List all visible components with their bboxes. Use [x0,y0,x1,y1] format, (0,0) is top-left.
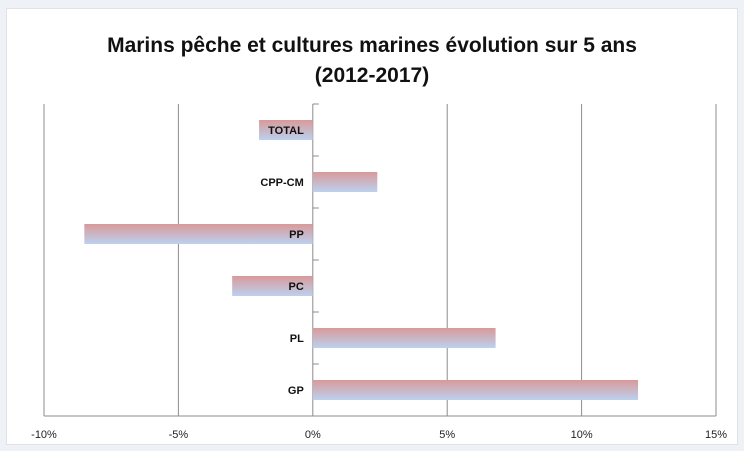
category-label-pp: PP [289,229,304,241]
category-label-gp: GP [288,385,304,397]
category-label-cpp-cm: CPP-CM [260,177,303,189]
x-tick-label: 15% [705,429,727,441]
category-label-pc: PC [289,281,304,293]
x-tick-label: -5% [169,429,189,441]
chart-frame: Marins pêche et cultures marines évoluti… [6,8,738,445]
bar-pc [232,276,313,296]
x-tick-label: 5% [439,429,455,441]
bar-cpp-cm [312,172,378,192]
bar-pl [312,328,496,348]
chart-title-line-2: (2012-2017) [314,64,430,87]
category-label-total: TOTAL [268,125,304,137]
chart-title: Marins pêche et cultures marines évoluti… [7,31,737,91]
bar-total [259,120,313,140]
x-tick-label: -10% [31,429,57,441]
x-tick-label: 0% [305,429,321,441]
x-tick-label: 10% [571,429,593,441]
plot-area: -10% -5% 0% 5% 10% 15% TOTAL CPP-CM PP PC PL GP [31,103,727,441]
bar-pp [84,224,313,244]
category-label-pl: PL [290,333,304,345]
bar-gp [312,380,639,400]
chart-title-line-1: Marins pêche et cultures marines évoluti… [107,34,637,57]
